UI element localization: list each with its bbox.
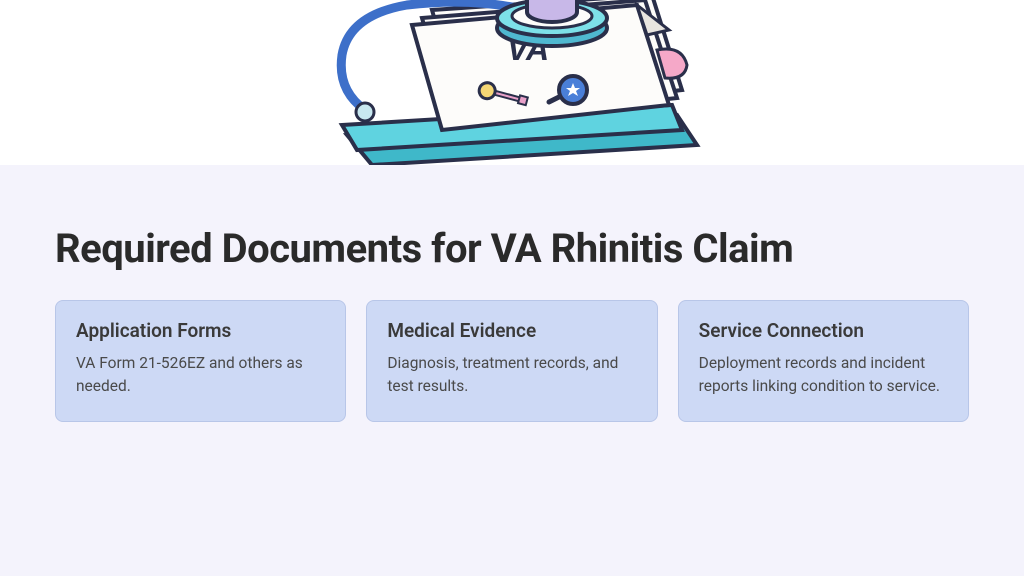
card-body: Deployment records and incident reports …	[699, 352, 948, 399]
card-application-forms: Application Forms VA Form 21-526EZ and o…	[55, 300, 346, 422]
card-title: Medical Evidence	[387, 319, 636, 342]
content-section: Required Documents for VA Rhinitis Claim…	[0, 165, 1024, 576]
cards-container: Application Forms VA Form 21-526EZ and o…	[55, 300, 969, 422]
card-title: Application Forms	[76, 319, 325, 342]
section-title: Required Documents for VA Rhinitis Claim	[55, 225, 969, 272]
card-medical-evidence: Medical Evidence Diagnosis, treatment re…	[366, 300, 657, 422]
card-title: Service Connection	[699, 319, 948, 342]
card-body: Diagnosis, treatment records, and test r…	[387, 352, 636, 399]
medical-documents-illustration: VA	[287, 0, 737, 165]
card-service-connection: Service Connection Deployment records an…	[678, 300, 969, 422]
card-body: VA Form 21-526EZ and others as needed.	[76, 352, 325, 399]
hero-section: VA	[0, 0, 1024, 165]
